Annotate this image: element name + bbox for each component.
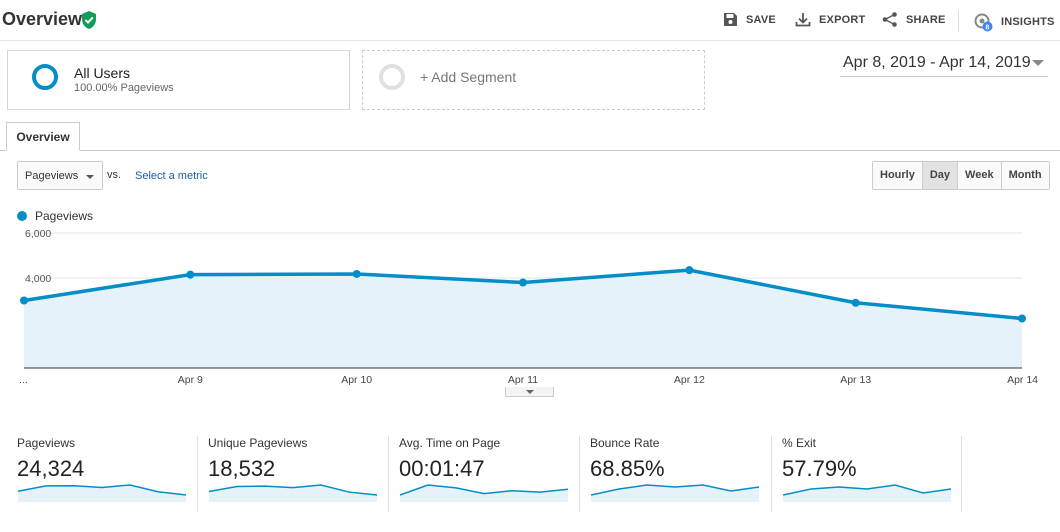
- save-icon: [724, 13, 737, 26]
- x-tick-label: Apr 12: [674, 374, 705, 386]
- kpi-sparkline: [590, 484, 760, 502]
- sparkline-line: [590, 484, 760, 496]
- save-button[interactable]: SAVE: [723, 12, 776, 27]
- export-icon: [795, 13, 811, 27]
- kpi-label: Pageviews: [17, 436, 76, 450]
- insights-badge: 8: [985, 24, 989, 31]
- kpi-value: 57.79%: [782, 456, 857, 481]
- chevron-down-icon: [1032, 60, 1044, 66]
- chart-expand-toggle[interactable]: [505, 387, 554, 397]
- toolbar-divider: [958, 10, 959, 32]
- sparkline-line: [17, 484, 187, 496]
- series-area: [24, 270, 1022, 368]
- week-button[interactable]: Week: [958, 162, 1002, 189]
- chevron-down-icon: [86, 175, 94, 179]
- top-bar: Overview SAVE EXPORT SHARE: [0, 0, 1060, 41]
- export-label: EXPORT: [819, 13, 866, 26]
- sparkline-line: [782, 484, 952, 496]
- kpi-value: 24,324: [17, 456, 85, 481]
- kpi-card[interactable]: Pageviews 24,324: [17, 436, 208, 512]
- kpi-sparkline: [782, 484, 952, 502]
- y-tick-label: 6,000: [25, 228, 51, 240]
- insights-button[interactable]: 8 INSIGHTS: [973, 12, 1055, 32]
- kpi-label: Avg. Time on Page: [399, 436, 501, 450]
- kpi-value: 68.85%: [590, 456, 665, 481]
- share-icon: [882, 12, 897, 27]
- sparkline-line: [208, 484, 378, 496]
- date-range-picker[interactable]: Apr 8, 2019 - Apr 14, 2019: [840, 52, 1048, 77]
- kpi-sparkline: [208, 484, 378, 502]
- hourly-button[interactable]: Hourly: [873, 162, 923, 189]
- data-point: [352, 269, 361, 278]
- kpi-divider: [197, 436, 198, 512]
- kpi-divider: [388, 436, 389, 512]
- add-segment-label: + Add Segment: [420, 69, 517, 85]
- kpi-label: % Exit: [782, 436, 817, 450]
- legend-label: Pageviews: [35, 209, 94, 223]
- kpi-card[interactable]: Avg. Time on Page 00:01:47: [399, 436, 590, 512]
- segment-color-ring: [32, 64, 58, 90]
- chart-legend: Pageviews: [17, 209, 93, 223]
- x-tick-label: Apr 10: [341, 374, 372, 386]
- month-button[interactable]: Month: [1001, 162, 1049, 189]
- kpi-card[interactable]: Bounce Rate 68.85%: [590, 436, 781, 512]
- data-point: [851, 298, 860, 307]
- kpi-value: 00:01:47: [399, 456, 485, 481]
- segment-all-users[interactable]: All Users 100.00% Pageviews: [7, 50, 350, 110]
- kpi-card[interactable]: % Exit 57.79%: [782, 436, 973, 512]
- x-tick-label: Apr 9: [178, 374, 203, 386]
- date-range-label: Apr 8, 2019 - Apr 14, 2019: [843, 54, 1031, 71]
- data-point: [186, 270, 195, 279]
- x-tick-label: Apr 13: [840, 374, 871, 386]
- kpi-label: Unique Pageviews: [208, 436, 308, 450]
- export-button[interactable]: EXPORT: [795, 12, 865, 27]
- metric-select-value: Pageviews: [25, 170, 79, 182]
- add-segment-button[interactable]: + Add Segment: [362, 50, 705, 110]
- data-point: [1018, 314, 1026, 323]
- tab-divider: [0, 150, 1060, 151]
- kpi-divider: [961, 436, 962, 512]
- share-label: SHARE: [906, 13, 946, 26]
- metric-select[interactable]: Pageviews: [17, 161, 103, 190]
- legend-dot: [17, 211, 27, 221]
- kpi-card[interactable]: Unique Pageviews 18,532: [208, 436, 399, 512]
- page-title: Overview: [2, 9, 83, 29]
- kpi-value: 18,532: [208, 456, 276, 481]
- x-tick-label: ...: [19, 374, 28, 386]
- sparkline-area: [783, 485, 951, 502]
- share-button[interactable]: SHARE: [882, 12, 946, 27]
- verified-shield-icon: [82, 11, 96, 29]
- sparkline-line: [399, 484, 569, 496]
- y-tick-label: 4,000: [25, 273, 51, 285]
- x-tick-label: Apr 11: [508, 374, 538, 386]
- vs-label: vs.: [107, 169, 122, 181]
- day-button[interactable]: Day: [922, 162, 959, 189]
- segment-subtitle: 100.00% Pageviews: [74, 82, 174, 94]
- x-tick-label: Apr 14: [1007, 374, 1038, 386]
- insights-label: INSIGHTS: [1001, 16, 1055, 28]
- insights-icon: 8: [974, 13, 993, 32]
- granularity-toggle: Hourly Day Week Month: [872, 161, 1050, 190]
- segment-name: All Users: [74, 65, 131, 81]
- kpi-divider: [771, 436, 772, 512]
- kpi-sparkline: [17, 484, 187, 502]
- kpi-sparkline: [399, 484, 569, 502]
- sparkline-area: [400, 485, 568, 502]
- data-point: [519, 278, 527, 287]
- kpi-label: Bounce Rate: [590, 436, 660, 450]
- sparkline-area: [18, 485, 186, 502]
- kpi-divider: [579, 436, 580, 512]
- save-label: SAVE: [746, 13, 776, 26]
- select-metric-link[interactable]: Select a metric: [135, 170, 208, 182]
- data-point: [20, 296, 28, 305]
- segment-placeholder-ring: [379, 64, 405, 90]
- chevron-down-icon: [526, 390, 534, 394]
- sparkline-area: [591, 485, 759, 502]
- tab-overview[interactable]: Overview: [6, 122, 80, 151]
- data-point: [685, 266, 694, 275]
